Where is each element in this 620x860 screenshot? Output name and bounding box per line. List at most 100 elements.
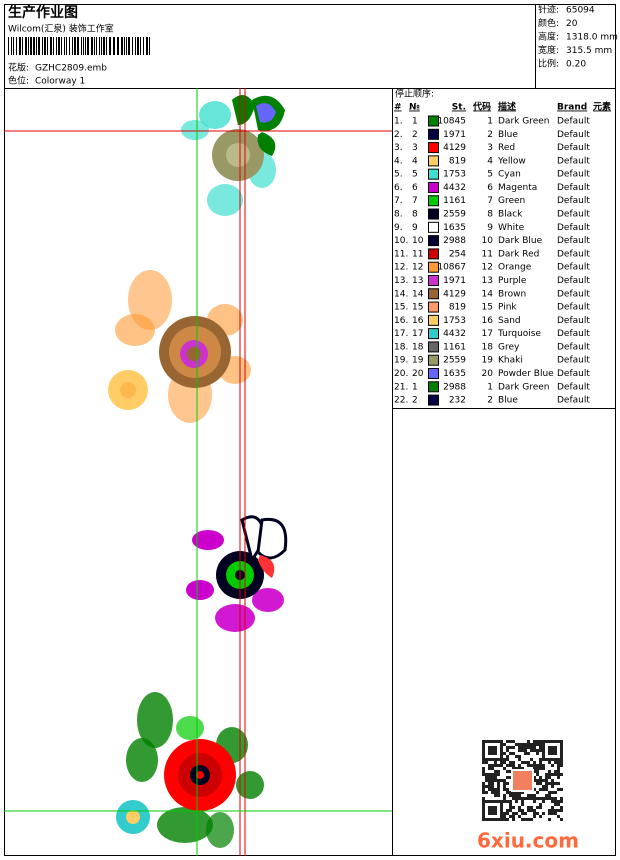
qr-cell [539,797,542,800]
qr-cell [536,806,539,809]
qr-cell [482,743,485,746]
bar-stripe [38,37,40,55]
cell: 12 [482,263,493,273]
cell: Brown [498,289,526,299]
qr-cell [542,758,545,761]
column-header: # [394,103,402,113]
qr-cell [554,758,557,761]
qr-cell [533,800,536,803]
cell: 19. [394,356,408,366]
qr-cell [554,803,557,806]
bar-stripe [121,37,123,55]
qr-cell [533,809,536,812]
color-swatch [428,208,439,220]
motif [186,515,288,632]
qr-cell [542,743,545,746]
qr-cell [536,782,539,785]
qr-cell [497,785,500,788]
qr-cell [533,788,536,791]
qr-cell [491,800,494,803]
cell: 5 [487,170,493,180]
qr-cell [500,800,503,803]
stat-value: 65094 [566,6,595,16]
cell: Magenta [498,183,537,193]
bar-stripe [42,37,43,55]
qr-cell [527,797,530,800]
cell: Green [498,196,525,206]
qr-cell [503,788,506,791]
qr-cell [494,809,497,812]
qr-cell [557,740,560,743]
qr-cell [524,743,527,746]
qr-cell [485,773,488,776]
cell: 1971 [443,130,466,140]
cell: 1 [487,382,493,392]
qr-cell [557,782,560,785]
bar-stripe [81,37,82,55]
cell: 9. [394,223,403,233]
qr-cell [521,797,524,800]
qr-cell [515,794,518,797]
cell: 6 [412,183,418,193]
qr-cell [557,815,560,818]
cell: Default [557,183,590,193]
cell: 4129 [443,289,466,299]
qr-cell [533,776,536,779]
qr-cell [551,812,554,815]
color-swatch [428,314,439,326]
qr-cell [551,746,554,749]
qr-cell [542,749,545,752]
cell: 1971 [443,276,466,286]
cell: Default [557,276,590,286]
qr-cell [539,767,542,770]
qr-cell [521,791,524,794]
qr-cell [506,770,509,773]
stop-sequence-table: # № St. 代码 描述 Brand 元素1. 1 10845 1 Dark Green Defau… [394,101,611,406]
bar-stripe [146,37,148,55]
qr-cell [512,794,515,797]
qr-cell [530,797,533,800]
qr-cell [539,746,542,749]
cell: 16 [482,316,494,326]
qr-cell [515,800,518,803]
cell: 20 [412,369,424,379]
qr-cell [488,788,491,791]
qr-cell [494,770,497,773]
qr-cell [482,770,485,773]
qr-cell [500,779,503,782]
stat-label: 颜色: [538,17,559,29]
qr-cell [497,773,500,776]
qr-cell [527,743,530,746]
cell: 5. [394,170,403,180]
bar-stripe [25,37,27,55]
bar-stripe [72,37,73,55]
qr-cell [560,818,563,821]
color-swatch [428,235,439,247]
qr-cell [551,785,554,788]
qr-cell [500,740,503,743]
qr-cell [545,776,548,779]
cell: Default [557,196,590,206]
qr-cell [536,743,539,746]
qr-cell [509,794,512,797]
qr-cell [494,791,497,794]
qr-cell [560,746,563,749]
cell: 18 [412,342,424,352]
qr-cell [494,773,497,776]
qr-code [482,740,563,821]
qr-cell [554,797,557,800]
qr-cell [497,800,500,803]
cell: Pink [498,303,517,313]
subtitle: Wilcom(汇泉) 装饰工作室 [8,23,114,35]
qr-cell [518,749,521,752]
qr-cell [485,818,488,821]
cell: 2 [412,396,418,406]
qr-cell [536,752,539,755]
qr-cell [530,764,533,767]
qr-cell [521,809,524,812]
bar-stripe [83,37,84,55]
qr-cell [560,764,563,767]
qr-cell [494,776,497,779]
qr-cell [545,779,548,782]
cell: Black [498,210,523,220]
